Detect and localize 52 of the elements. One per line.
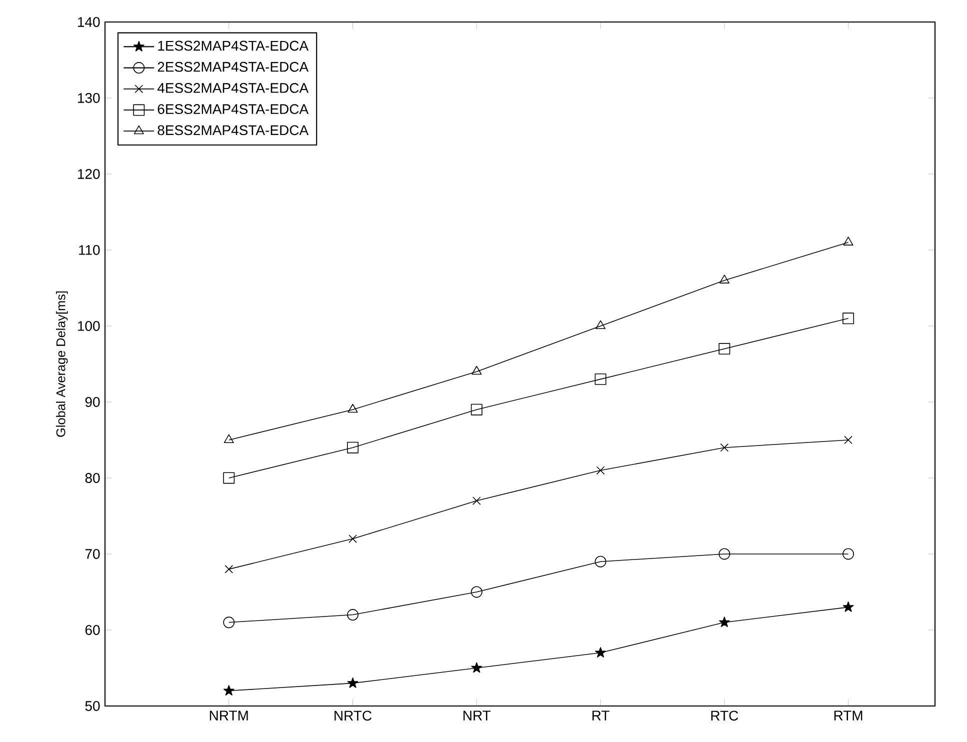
- point: [347, 442, 358, 454]
- point: [347, 609, 358, 621]
- y-tick-label: 80: [85, 473, 100, 483]
- y-tick-label: 90: [85, 397, 100, 407]
- point: [471, 662, 482, 673]
- point: [347, 677, 358, 688]
- y-tick-label: 130: [78, 93, 100, 103]
- point: [348, 534, 357, 543]
- point: [843, 236, 854, 246]
- y-tick-label: 140: [78, 17, 100, 27]
- point: [224, 565, 234, 574]
- legend-label: 1ESS2MAP4STA-EDCA: [158, 40, 309, 51]
- point: [718, 616, 730, 628]
- point: [223, 472, 235, 484]
- point: [223, 616, 235, 628]
- point: [842, 601, 854, 612]
- point: [472, 496, 481, 505]
- y-tick-label: 100: [78, 321, 100, 331]
- x-tick-label: NRTM: [210, 710, 248, 720]
- point: [596, 466, 605, 475]
- legend-label: 2ESS2MAP4STA-EDCA: [158, 62, 309, 72]
- point: [842, 548, 854, 560]
- legend-label: 4ESS2MAP4STA-EDCA: [157, 83, 309, 93]
- point: [470, 404, 482, 416]
- point: [472, 366, 482, 375]
- legend-label: 8ESS2MAP4STA-EDCA: [158, 125, 309, 136]
- y-axis-title: Global Average Delay[ms]: [56, 291, 68, 437]
- y-tick-label: 70: [85, 549, 100, 559]
- x-tick-label: RT: [592, 710, 610, 720]
- x-tick-label: NRT: [464, 710, 491, 720]
- legend-label: 6ESS2MAP4STA-EDCA: [158, 104, 309, 114]
- point: [594, 373, 606, 385]
- point: [719, 274, 730, 284]
- y-tick-label: 110: [79, 245, 100, 255]
- point: [842, 312, 854, 324]
- point: [720, 443, 729, 452]
- point: [596, 320, 606, 330]
- x-tick-label: NRTC: [334, 710, 372, 721]
- point: [594, 556, 606, 568]
- point: [470, 586, 482, 598]
- y-tick-label: 50: [85, 701, 100, 711]
- x-tick-label: RTC: [711, 710, 738, 721]
- point: [348, 404, 358, 413]
- point: [223, 685, 234, 696]
- point: [718, 343, 730, 355]
- point: [595, 647, 606, 658]
- y-tick-label: 120: [78, 169, 100, 179]
- point: [718, 548, 730, 560]
- x-tick-label: RTM: [834, 710, 862, 720]
- point: [844, 436, 852, 444]
- y-tick-label: 60: [85, 625, 100, 635]
- point: [224, 434, 234, 444]
